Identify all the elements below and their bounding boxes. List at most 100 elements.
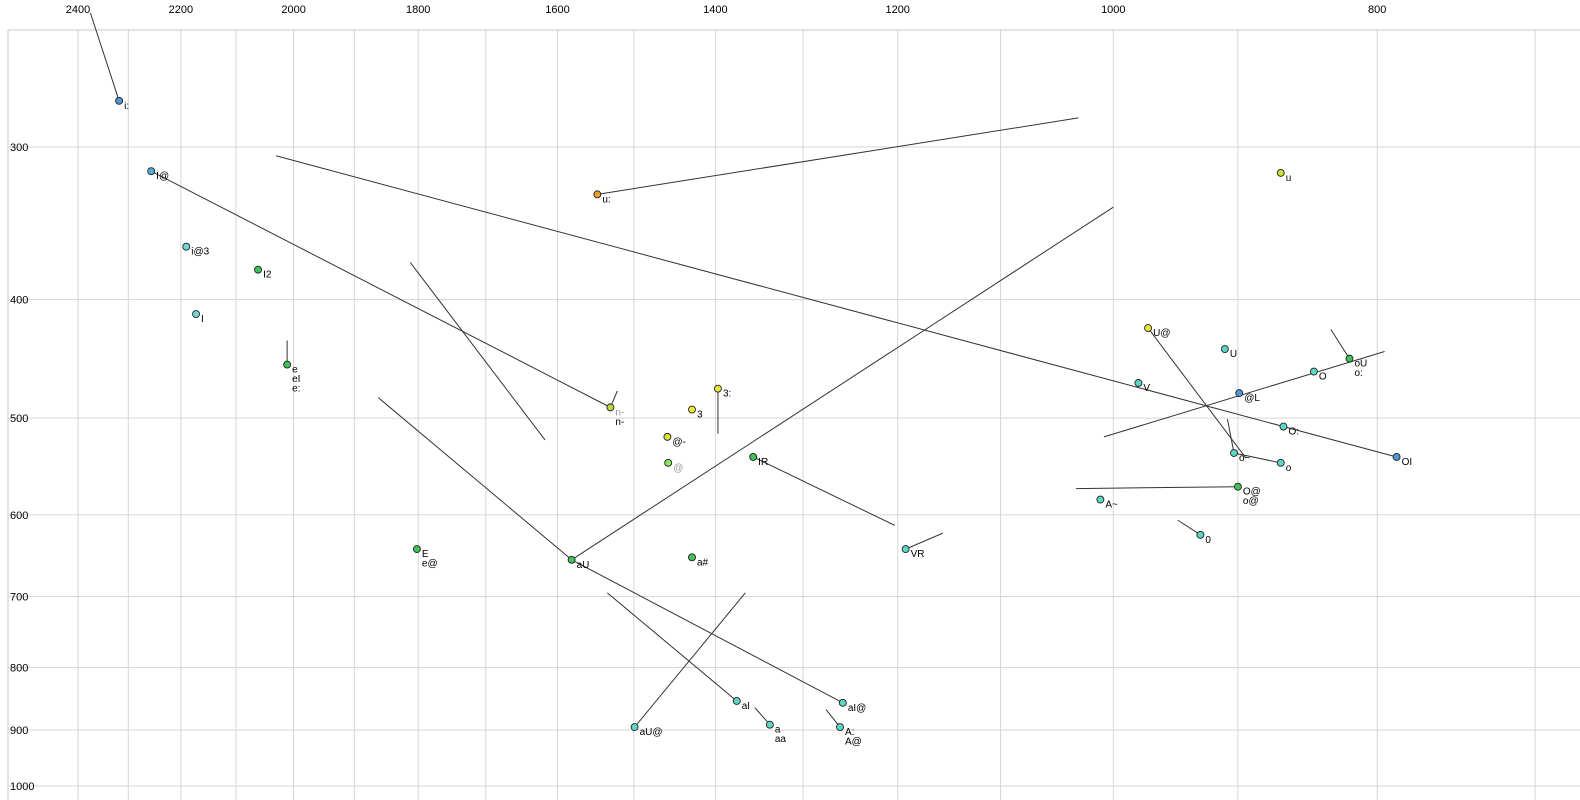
x-tick-label: 800 bbox=[1368, 4, 1386, 16]
vowel-point-label: VR bbox=[911, 549, 925, 560]
vowel-point[interactable] bbox=[115, 96, 124, 105]
x-tick-label: 2000 bbox=[281, 4, 305, 16]
vowel-point-label: u bbox=[1286, 173, 1292, 184]
vowel-point[interactable] bbox=[663, 432, 672, 441]
vowel-point[interactable] bbox=[1235, 389, 1244, 398]
vowel-point[interactable] bbox=[1279, 422, 1288, 431]
vowel-point[interactable] bbox=[1134, 379, 1143, 387]
vowel-point-label: I2 bbox=[263, 270, 272, 281]
trajectory-line bbox=[1147, 327, 1247, 459]
trajectory-line bbox=[1330, 329, 1350, 359]
vowel-point[interactable] bbox=[1345, 354, 1354, 363]
vowel-point[interactable] bbox=[630, 723, 639, 732]
trajectory-line bbox=[1103, 350, 1385, 438]
trajectory-line bbox=[905, 532, 944, 550]
x-tick-label: 1200 bbox=[885, 4, 909, 16]
trajectory-line bbox=[150, 170, 611, 408]
vowel-point-label: O bbox=[1319, 372, 1327, 383]
trajectory-line bbox=[1076, 486, 1238, 490]
vowel-point[interactable] bbox=[412, 545, 421, 554]
vowel-point[interactable] bbox=[1276, 168, 1285, 177]
vowel-point-label: eI bbox=[292, 374, 300, 385]
vowel-point-label: aI bbox=[742, 701, 750, 712]
vowel-point[interactable] bbox=[732, 697, 741, 705]
vowel-point-label: O@ bbox=[1243, 487, 1261, 498]
trajectory-line bbox=[409, 262, 546, 441]
vowel-point-label: @L bbox=[1244, 393, 1260, 404]
vowel-point[interactable] bbox=[688, 553, 696, 562]
y-tick-label: 1000 bbox=[10, 781, 34, 793]
trajectory-line bbox=[634, 592, 746, 728]
vowel-point[interactable] bbox=[765, 720, 774, 729]
vowel-point[interactable] bbox=[182, 242, 191, 251]
vowel-point-label: 3: bbox=[723, 389, 731, 400]
y-tick-label: 900 bbox=[10, 725, 28, 737]
vowel-point-label: 3 bbox=[697, 410, 703, 421]
trajectory-line bbox=[1226, 419, 1235, 454]
vowel-point-label: aI@ bbox=[848, 703, 867, 714]
vowel-point-label: E bbox=[422, 549, 429, 560]
vowel-point-label: OI bbox=[1402, 457, 1413, 468]
vowel-point-label: i: bbox=[124, 101, 129, 112]
vowel-point-label: U bbox=[1230, 349, 1237, 360]
vowel-point-label: A: bbox=[845, 727, 854, 738]
vowel-point[interactable] bbox=[836, 723, 844, 732]
vowel-point-label: a# bbox=[697, 557, 709, 568]
vowel-point[interactable] bbox=[1220, 345, 1229, 353]
vowel-point-label: a bbox=[775, 725, 781, 736]
vowel-point[interactable] bbox=[147, 167, 156, 176]
vowel-point[interactable] bbox=[1230, 449, 1238, 457]
vowel-point[interactable] bbox=[254, 265, 263, 274]
vowel-point-label: A~ bbox=[1105, 500, 1118, 511]
vowel-point[interactable] bbox=[688, 405, 696, 414]
vowel-point[interactable] bbox=[1276, 458, 1285, 467]
vowel-point-label: u: bbox=[602, 194, 610, 205]
vowel-point[interactable] bbox=[1144, 324, 1153, 333]
trajectory-line bbox=[606, 592, 738, 702]
vowel-point[interactable] bbox=[192, 310, 200, 319]
vowel-point-label: e: bbox=[292, 384, 300, 395]
vowel-point[interactable] bbox=[1309, 367, 1318, 376]
vowel-point-label: 0 bbox=[1205, 535, 1211, 546]
vowel-point-label: A@ bbox=[845, 737, 862, 748]
vowel-point[interactable] bbox=[1096, 495, 1105, 504]
vowel-point-label: e bbox=[292, 365, 298, 376]
vowel-point[interactable] bbox=[593, 190, 602, 199]
y-tick-label: 500 bbox=[10, 413, 28, 425]
vowel-point-label: oU bbox=[1354, 359, 1367, 370]
vowel-point-label: I@ bbox=[156, 171, 169, 182]
trajectory-line bbox=[275, 155, 1397, 458]
trajectory-line bbox=[1177, 519, 1201, 536]
trajectory-line bbox=[597, 117, 1079, 195]
vowel-point[interactable] bbox=[749, 453, 758, 461]
vowel-point[interactable] bbox=[1392, 453, 1401, 461]
vowel-point[interactable] bbox=[567, 555, 576, 564]
vowel-point-label: V bbox=[1143, 383, 1150, 394]
vowel-point[interactable] bbox=[1196, 530, 1205, 539]
vowel-point[interactable] bbox=[664, 458, 673, 467]
vowel-point-label: n- bbox=[615, 417, 624, 428]
vowel-point[interactable] bbox=[838, 698, 847, 707]
x-tick-label: 1400 bbox=[703, 4, 727, 16]
vowel-point[interactable] bbox=[901, 545, 910, 554]
y-tick-label: 600 bbox=[10, 510, 28, 522]
x-tick-label: 1800 bbox=[406, 4, 430, 16]
vowel-point-label: @- bbox=[672, 437, 685, 448]
x-tick-label: 1000 bbox=[1101, 4, 1125, 16]
vowel-point-label: aU bbox=[577, 560, 590, 571]
vowel-point[interactable] bbox=[283, 360, 292, 369]
vowel-point-label: o: bbox=[1354, 368, 1362, 379]
vowel-point-label: I bbox=[201, 314, 204, 325]
y-tick-label: 800 bbox=[10, 663, 28, 675]
trajectory-line bbox=[571, 559, 844, 704]
x-tick-label: 1600 bbox=[545, 4, 569, 16]
vowel-point[interactable] bbox=[1233, 482, 1242, 491]
vowel-point-label: aU@ bbox=[640, 727, 663, 738]
trajectory-line bbox=[571, 206, 1114, 561]
trajectory-line bbox=[752, 456, 895, 526]
vowel-point[interactable] bbox=[606, 403, 615, 412]
vowel-point[interactable] bbox=[713, 384, 722, 393]
